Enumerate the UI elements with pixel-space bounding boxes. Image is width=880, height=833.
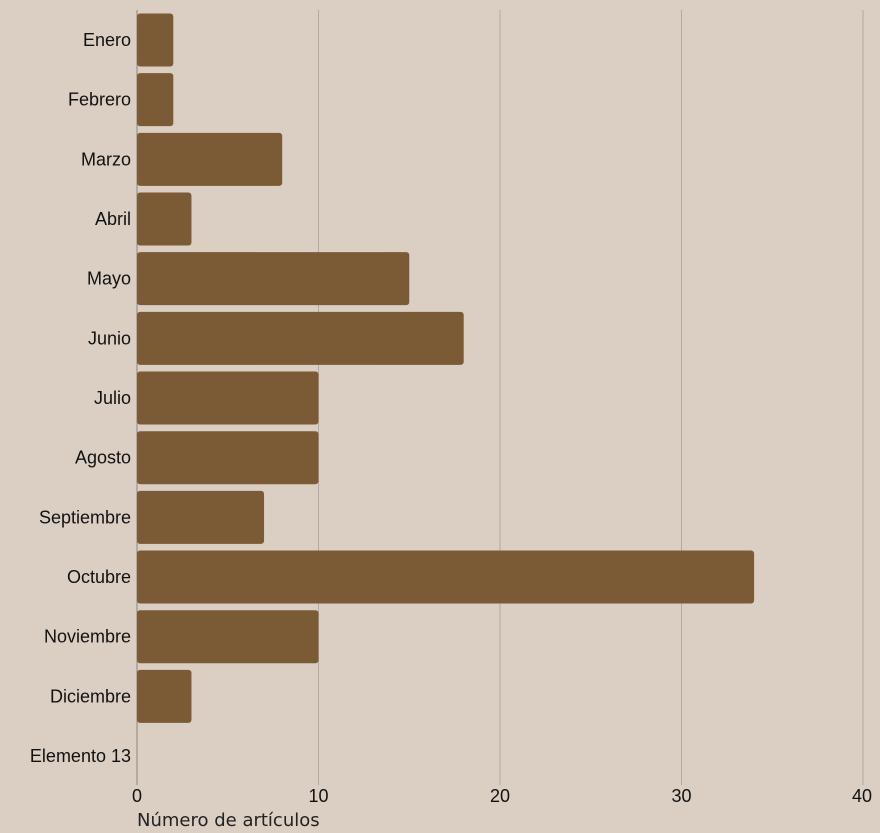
category-label: Octubre bbox=[67, 567, 131, 587]
category-label: Mayo bbox=[87, 269, 131, 289]
bar bbox=[137, 132, 283, 186]
x-axis-title: Número de artículos bbox=[137, 810, 320, 831]
bar bbox=[137, 669, 192, 723]
category-label: Septiembre bbox=[39, 507, 131, 527]
bar bbox=[137, 192, 192, 246]
bar bbox=[137, 431, 319, 485]
x-tick-labels: 0 10 20 30 40 bbox=[132, 786, 872, 806]
bar bbox=[137, 550, 755, 604]
category-label: Abril bbox=[95, 209, 131, 229]
category-label: Diciembre bbox=[50, 686, 131, 706]
bars bbox=[137, 13, 755, 723]
category-label: Elemento 13 bbox=[30, 746, 131, 766]
category-label: Noviembre bbox=[44, 627, 131, 647]
category-label: Agosto bbox=[75, 448, 131, 468]
x-tick-label: 40 bbox=[852, 786, 872, 806]
x-tick-label: 0 bbox=[132, 786, 142, 806]
bar bbox=[137, 371, 319, 425]
bar bbox=[137, 13, 174, 67]
category-label: Julio bbox=[94, 388, 131, 408]
bar bbox=[137, 73, 174, 127]
x-tick-label: 20 bbox=[490, 786, 510, 806]
category-label: Marzo bbox=[81, 149, 131, 169]
x-tick-label: 10 bbox=[308, 786, 328, 806]
bar bbox=[137, 490, 265, 544]
bar bbox=[137, 610, 319, 664]
category-label: Junio bbox=[88, 328, 131, 348]
category-labels: Enero Febrero Marzo Abril Mayo Junio Julio Agos… bbox=[30, 30, 131, 766]
x-tick-label: 30 bbox=[671, 786, 691, 806]
bar bbox=[137, 311, 464, 365]
bar bbox=[137, 252, 410, 306]
category-label: Enero bbox=[83, 30, 131, 50]
category-label: Febrero bbox=[68, 90, 131, 110]
